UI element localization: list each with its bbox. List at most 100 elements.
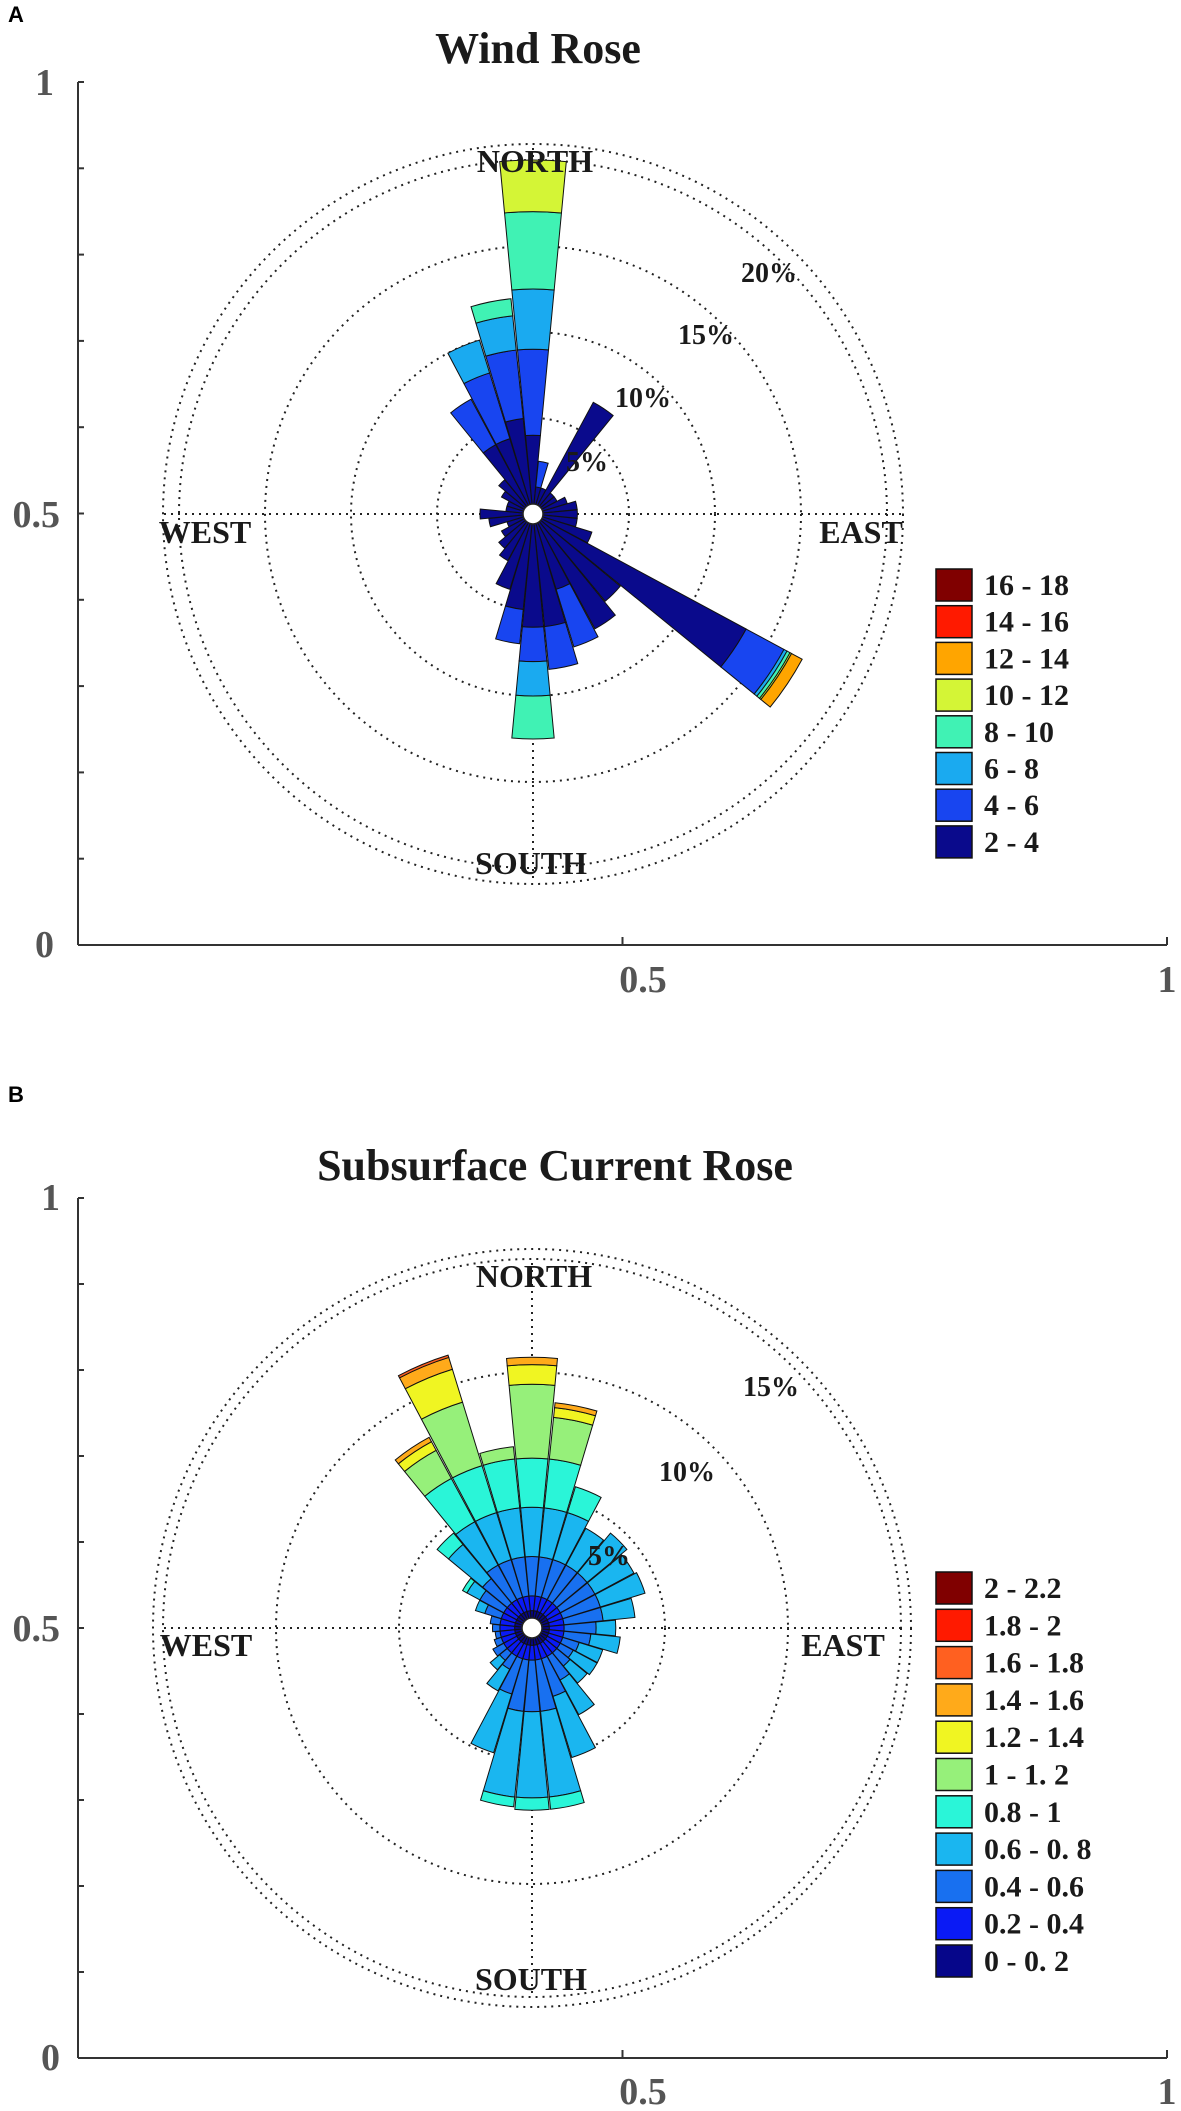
panel-a-rose-segment bbox=[515, 660, 551, 697]
panel-b-ytick-0: 0 bbox=[41, 2037, 60, 2079]
panel-b: B Subsurface Current Rose 1 0.5 0 0.5 1 … bbox=[8, 1082, 1177, 2111]
panel-b-legend-label: 2 - 2.2 bbox=[984, 1572, 1062, 1605]
panel-b-rose-segment bbox=[515, 1457, 549, 1509]
panel-b-legend-swatch bbox=[935, 1795, 973, 1829]
panel-a-xtick-1: 1 bbox=[1158, 959, 1177, 1001]
panel-a: A Wind Rose 1 0.5 0 0.5 1 5% 10% 15% 20% bbox=[8, 2, 1177, 1001]
panel-b-ring-5 bbox=[398, 1494, 666, 1762]
panel-b-rose-segment bbox=[505, 1356, 559, 1367]
panel-b-rose-segment bbox=[588, 1633, 621, 1655]
panel-a-ticks bbox=[78, 81, 1168, 946]
panel-b-ring-label-10: 10% bbox=[659, 1457, 715, 1488]
panel-b-rose-segment bbox=[554, 1402, 598, 1417]
panel-b-legend-swatch bbox=[935, 1869, 973, 1904]
panel-b-legend-label: 0.6 - 0. 8 bbox=[984, 1833, 1092, 1866]
panel-a-legend-item: 6 - 8 bbox=[935, 751, 1039, 786]
panel-b-rose-segment bbox=[491, 1623, 501, 1633]
panel-b-legend-label: 0.4 - 0.6 bbox=[984, 1870, 1084, 1903]
panel-b-legend-item: 1.2 - 1.4 bbox=[935, 1720, 1084, 1754]
panel-b-legend-item: 1.4 - 1.6 bbox=[935, 1683, 1084, 1717]
panel-a-title: Wind Rose bbox=[435, 24, 641, 73]
panel-b-rose-segment bbox=[493, 1636, 505, 1648]
panel-a-legend-label: 14 - 16 bbox=[984, 606, 1069, 639]
panel-a-compass: NORTH EAST SOUTH WEST bbox=[159, 143, 903, 881]
panel-b-ytick-0-5: 0.5 bbox=[13, 1608, 61, 1650]
panel-a-legend-swatch bbox=[935, 825, 973, 859]
panel-b-ring-label-15: 15% bbox=[743, 1372, 799, 1403]
panel-b-north-label: NORTH bbox=[476, 1258, 592, 1294]
panel-b-rose-segment bbox=[479, 1790, 516, 1808]
panel-b-rose-segment bbox=[492, 1642, 508, 1657]
panel-a-rose-segment bbox=[503, 211, 563, 291]
panel-a-ring-label-20: 20% bbox=[741, 258, 797, 289]
panel-a-legend-item: 4 - 6 bbox=[935, 788, 1039, 822]
panel-b-center-hole bbox=[521, 1617, 543, 1639]
panel-b-legend-item: 0.2 - 0.4 bbox=[935, 1906, 1084, 1941]
panel-b-title: Subsurface Current Rose bbox=[317, 1141, 793, 1190]
panel-b-rose-segment bbox=[562, 1658, 588, 1684]
panel-b-rose-segment bbox=[559, 1673, 595, 1716]
panel-b-rose-segment bbox=[566, 1486, 602, 1523]
panel-b-rose-segment bbox=[494, 1630, 502, 1640]
panel-b-legend-swatch bbox=[935, 1720, 973, 1754]
panel-a-legend-label: 8 - 10 bbox=[984, 716, 1054, 749]
panel-b-legend-swatch bbox=[935, 1645, 973, 1680]
panel-b-legend-label: 0.2 - 0.4 bbox=[984, 1908, 1084, 1941]
panel-a-ytick-0: 0 bbox=[35, 924, 54, 966]
panel-a-legend-item: 12 - 14 bbox=[935, 641, 1069, 675]
panel-b-rose-segment bbox=[552, 1690, 597, 1759]
panel-b-rose-segment bbox=[470, 1688, 513, 1754]
panel-a-letter: A bbox=[8, 2, 24, 27]
panel-b-rose-segment bbox=[548, 1790, 585, 1810]
panel-a-rose-segment bbox=[447, 339, 491, 385]
panel-b-legend-item: 0.4 - 0.6 bbox=[935, 1869, 1084, 1904]
panel-a-rose-segment bbox=[511, 288, 555, 351]
panel-b-legend-item: 0.6 - 0. 8 bbox=[935, 1832, 1092, 1866]
panel-b-ticks bbox=[78, 1197, 1168, 2059]
panel-b-xtick-0-5: 0.5 bbox=[619, 2071, 667, 2111]
panel-b-legend-label: 1.6 - 1.8 bbox=[984, 1647, 1084, 1680]
panel-b-rose-segment bbox=[479, 1446, 516, 1466]
panel-b-legend-label: 1 - 1. 2 bbox=[984, 1759, 1069, 1792]
panel-b-rose-segment bbox=[397, 1354, 450, 1379]
panel-b-rose-segment bbox=[586, 1554, 635, 1595]
panel-b-ytick-1: 1 bbox=[41, 1177, 60, 1219]
panel-b-rose-segment bbox=[486, 1663, 511, 1692]
panel-a-rose-segment bbox=[511, 694, 555, 740]
panel-a-north-label: NORTH bbox=[477, 143, 593, 179]
panel-b-legend-item: 2 - 2.2 bbox=[935, 1571, 1062, 1605]
panel-b-rose-segment bbox=[548, 1416, 594, 1466]
panel-b-rose-segment bbox=[565, 1527, 605, 1574]
panel-b-legend-label: 1.8 - 2 bbox=[984, 1609, 1062, 1642]
panel-a-legend-swatch bbox=[935, 568, 973, 602]
panel-b-south-label: SOUTH bbox=[475, 1961, 587, 1997]
panel-a-legend-item: 10 - 12 bbox=[935, 678, 1069, 712]
panel-b-legend-label: 0 - 0. 2 bbox=[984, 1945, 1069, 1978]
panel-a-center-hole bbox=[522, 503, 544, 525]
panel-a-rose-segment bbox=[449, 398, 497, 454]
panel-b-rose-segment bbox=[567, 1649, 598, 1676]
panel-b-rose-segment bbox=[576, 1532, 628, 1584]
panel-a-legend-swatch bbox=[935, 715, 973, 749]
panel-a-legend-item: 2 - 4 bbox=[935, 825, 1039, 859]
panel-b-rose-segment bbox=[436, 1532, 464, 1560]
panel-a-rose-segment bbox=[495, 605, 524, 645]
panel-a-ring-label-5: 5% bbox=[566, 447, 608, 478]
panel-b-rose-segment bbox=[574, 1641, 604, 1664]
panel-b-west-label: WEST bbox=[160, 1627, 252, 1663]
panel-b-legend-swatch bbox=[935, 1832, 973, 1866]
panel-b-rose bbox=[394, 1354, 646, 1811]
panel-a-ring-labels: 5% 10% 15% 20% bbox=[566, 258, 797, 478]
panel-b-rose-segment bbox=[461, 1577, 476, 1594]
panel-a-legend-label: 4 - 6 bbox=[984, 789, 1039, 822]
panel-a-west-label: WEST bbox=[159, 514, 251, 550]
panel-b-ring-labels: 5% 10% 15% bbox=[588, 1372, 799, 1572]
panel-b-ring-outer bbox=[162, 1258, 902, 1998]
panel-b-rose-segment bbox=[599, 1597, 636, 1622]
panel-a-ring-label-15: 15% bbox=[678, 320, 734, 351]
panel-b-ring-label-5: 5% bbox=[588, 1541, 630, 1572]
panel-b-legend-swatch bbox=[935, 1906, 973, 1941]
panel-b-legend-item: 0.8 - 1 bbox=[935, 1795, 1062, 1829]
panel-a-legend-item: 14 - 16 bbox=[935, 604, 1069, 639]
